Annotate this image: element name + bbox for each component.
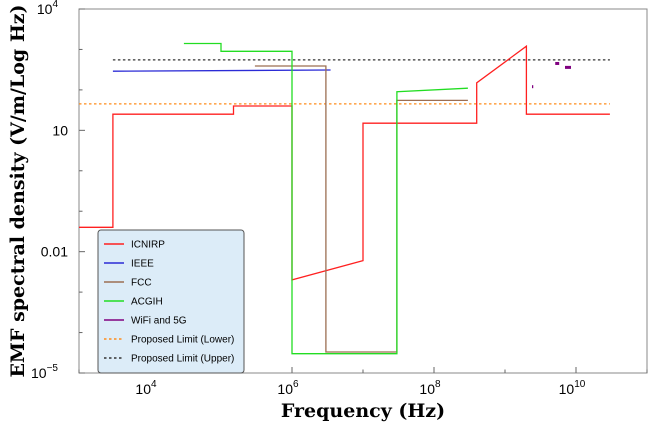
- series-fcc-line: [254, 65, 468, 353]
- legend: ICNIRP IEEE FCC ACGIH WiFi and 5G Proposed Li…: [97, 229, 245, 374]
- x-tick-label: 108: [419, 379, 441, 397]
- x-tick-label: 1010: [559, 379, 586, 397]
- y-axis-title: EMF spectral density (V/m/Log Hz): [7, 4, 29, 377]
- legend-label-ieee: IEEE: [131, 259, 154, 270]
- x-tick-label: 106: [277, 379, 299, 397]
- tick-layer: 104 106 108 1010 10−5 0.01 10 104: [31, 0, 648, 397]
- legend-label-proposed-limit-lower: Proposed Limit (Lower): [131, 335, 234, 346]
- y-tick-label: 10: [52, 122, 68, 138]
- x-tick-label: 104: [135, 379, 157, 397]
- series-ieee-line: [112, 69, 331, 72]
- legend-label-acgih: ACGIH: [131, 297, 163, 308]
- x-axis-title: Frequency (Hz): [281, 400, 445, 422]
- y-tick-label: 104: [37, 0, 59, 17]
- legend-label-wifi-and-5g: WiFi and 5G: [131, 316, 187, 327]
- y-tick-label: 10−5: [31, 363, 58, 381]
- series-acgih-line: [183, 42, 468, 355]
- y-tick-label: 0.01: [41, 244, 68, 260]
- series-layer: [79, 42, 610, 355]
- legend-label-icnirp: ICNIRP: [131, 240, 165, 251]
- series-icnirp-line: [79, 44, 610, 281]
- legend-label-proposed-limit-upper: Proposed Limit (Upper): [131, 354, 234, 365]
- legend-box: [97, 229, 245, 374]
- legend-label-fcc: FCC: [131, 278, 152, 289]
